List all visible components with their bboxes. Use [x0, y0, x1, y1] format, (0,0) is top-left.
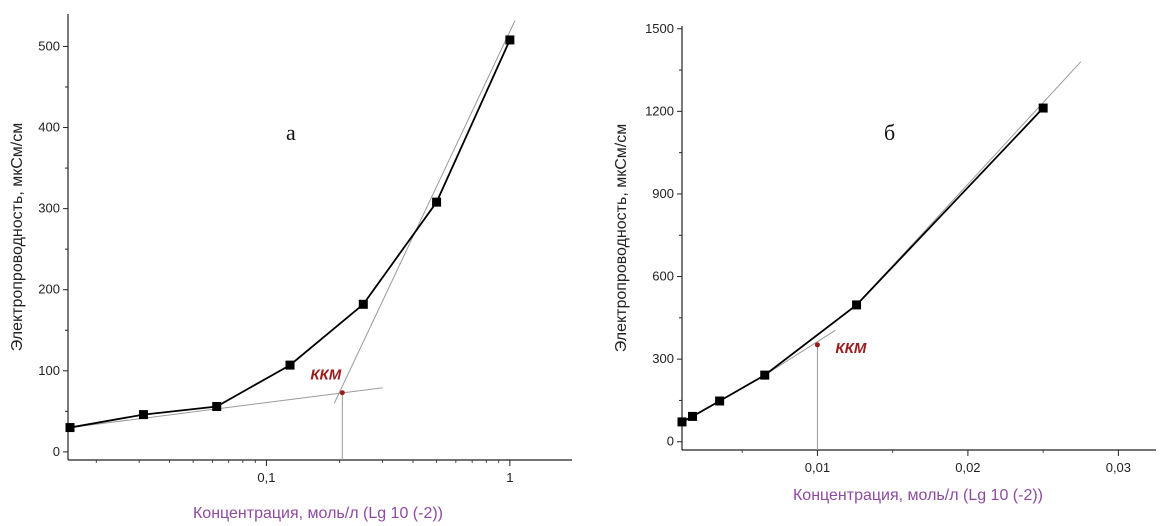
y-axis-label: Электропроводность, мкСм/см: [9, 123, 26, 351]
cmc-label: ККМ: [835, 340, 866, 357]
tangent-line: [69, 387, 383, 429]
series-line: [681, 107, 1044, 423]
data-point: [432, 197, 442, 207]
data-point: [1038, 103, 1048, 113]
data-point: [688, 411, 698, 421]
data-point: [760, 370, 770, 380]
y-tick-label: 600: [652, 269, 674, 284]
y-tick-label: 0: [53, 444, 60, 459]
data-point: [285, 360, 295, 370]
y-tick-label: 900: [652, 186, 674, 201]
x-tick-label: 1: [506, 470, 513, 485]
x-tick-label: 0,02: [955, 460, 980, 475]
y-tick-label: 400: [38, 120, 60, 135]
cmc-point: [339, 390, 345, 396]
y-tick-label: 200: [38, 282, 60, 297]
data-point: [677, 417, 687, 427]
x-axis-label: Концентрация, моль/л (Lg 10 (-2)): [193, 505, 443, 522]
cmc-label: ККМ: [310, 367, 341, 384]
x-axis-label: Концентрация, моль/л (Lg 10 (-2)): [793, 487, 1043, 504]
y-tick-label: 300: [38, 201, 60, 216]
data-point: [505, 35, 515, 45]
chart-panel-1: 0 100 200 300 400 500 0,1 1 ККМ а Электропроводнос…: [9, 14, 572, 522]
x-tick-label: 0,1: [257, 470, 275, 485]
tangent-line: [764, 329, 836, 376]
data-point: [138, 410, 148, 420]
panel-label: а: [286, 120, 296, 145]
y-tick-label: 1500: [645, 21, 674, 36]
data-point: [358, 299, 368, 309]
data-point: [212, 401, 222, 411]
y-tick-label: 300: [652, 351, 674, 366]
tangent-line: [333, 20, 516, 404]
y-tick-label: 0: [667, 434, 674, 449]
panel-label: б: [884, 120, 895, 145]
data-point: [715, 396, 725, 406]
y-axis-label: Электропроводность, мкСм/см: [613, 124, 630, 352]
data-point: [852, 300, 862, 310]
cmc-point: [814, 342, 820, 348]
x-tick-label: 0,03: [1106, 460, 1131, 475]
chart-panel-2: 0 300 600 900 1200 1500 0,01 0,02 0,03 ККМ б Электр…: [613, 21, 1156, 504]
x-tick-label: 0,01: [805, 460, 830, 475]
y-tick-label: 1200: [645, 103, 674, 118]
y-tick-label: 500: [38, 38, 60, 53]
data-point: [65, 423, 75, 433]
y-tick-label: 100: [38, 363, 60, 378]
